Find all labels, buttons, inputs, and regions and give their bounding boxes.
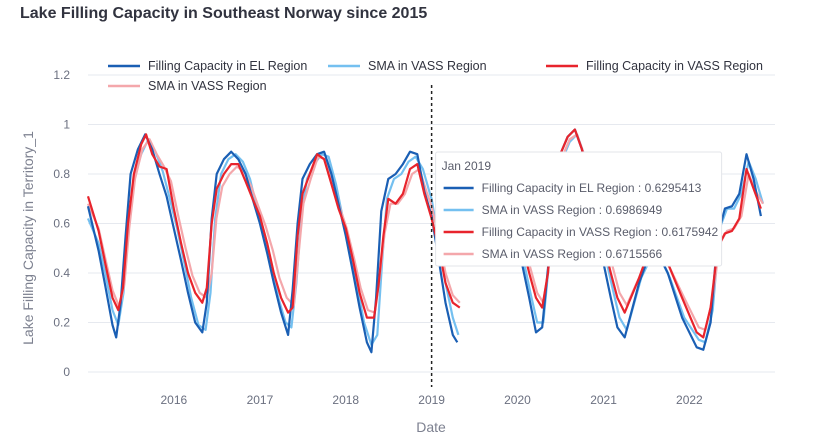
- y-tick-label: 1.2: [53, 68, 70, 82]
- legend-item[interactable]: SMA in VASS Region: [328, 59, 487, 73]
- y-tick-label: 0.6: [53, 217, 70, 231]
- hover-tooltip: Jan 2019 Filling Capacity in EL Region : …: [435, 151, 723, 267]
- tooltip-box: [435, 151, 723, 267]
- chart-title: Lake Filling Capacity in Southeast Norwa…: [20, 5, 428, 22]
- y-tick-label: 0.4: [53, 266, 70, 280]
- legend-item[interactable]: Filling Capacity in VASS Region: [546, 59, 763, 73]
- x-tick-label: 2020: [504, 393, 531, 407]
- series-line-a-2[interactable]: [86, 133, 461, 319]
- legend[interactable]: Filling Capacity in EL Region SMA in VASS…: [108, 59, 763, 93]
- x-tick-label: 2017: [247, 393, 274, 407]
- y-axis-ticks: 0 0.2 0.4 0.6 0.8 1 1.2: [53, 68, 70, 379]
- x-axis-ticks: 2016 2017 2018 2019 2020 2021 2022: [160, 393, 703, 407]
- legend-label: Filling Capacity in VASS Region: [586, 59, 763, 73]
- legend-item[interactable]: SMA in VASS Region: [108, 79, 267, 93]
- y-tick-label: 0: [63, 365, 70, 379]
- tooltip-row: Filling Capacity in EL Region : 0.629541…: [482, 181, 702, 195]
- x-tick-label: 2022: [676, 393, 703, 407]
- tooltip-row: SMA in VASS Region : 0.6715566: [482, 247, 663, 261]
- legend-item[interactable]: Filling Capacity in EL Region: [108, 59, 307, 73]
- tooltip-header: Jan 2019: [442, 159, 492, 173]
- tooltip-row: Filling Capacity in VASS Region : 0.6175…: [482, 225, 719, 239]
- tooltip-row: SMA in VASS Region : 0.6986949: [482, 203, 663, 217]
- y-tick-label: 1: [63, 118, 70, 132]
- series-line-a-1[interactable]: [86, 138, 460, 346]
- series-line-a-0[interactable]: [86, 133, 459, 354]
- x-axis-title: Date: [416, 419, 446, 435]
- y-tick-label: 0.2: [53, 316, 70, 330]
- legend-label: SMA in VASS Region: [368, 59, 487, 73]
- legend-label: SMA in VASS Region: [148, 79, 267, 93]
- series-line-b-2[interactable]: [513, 128, 762, 339]
- x-tick-label: 2019: [418, 393, 445, 407]
- x-tick-label: 2018: [332, 393, 359, 407]
- legend-label: Filling Capacity in EL Region: [148, 59, 307, 73]
- x-tick-label: 2021: [590, 393, 617, 407]
- x-tick-label: 2016: [160, 393, 187, 407]
- y-axis-title: Lake Filling Capacity in Territory_1: [20, 131, 36, 345]
- y-tick-label: 0.8: [53, 167, 70, 181]
